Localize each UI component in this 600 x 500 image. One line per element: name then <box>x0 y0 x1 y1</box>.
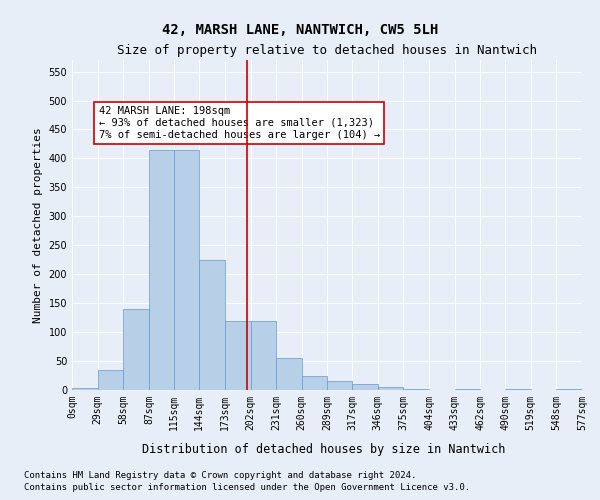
Bar <box>352 384 378 390</box>
Bar <box>378 387 403 390</box>
Text: Contains public sector information licensed under the Open Government Licence v3: Contains public sector information licen… <box>24 484 470 492</box>
Bar <box>302 376 328 390</box>
Bar <box>225 320 251 390</box>
Bar <box>199 260 225 390</box>
Bar <box>403 389 429 390</box>
Title: Size of property relative to detached houses in Nantwich: Size of property relative to detached ho… <box>117 44 537 58</box>
Bar <box>251 320 276 390</box>
Bar <box>276 358 302 390</box>
Bar <box>72 388 98 390</box>
Text: Contains HM Land Registry data © Crown copyright and database right 2024.: Contains HM Land Registry data © Crown c… <box>24 471 416 480</box>
Bar <box>505 389 531 390</box>
Bar <box>98 370 123 390</box>
Bar <box>173 150 199 390</box>
Bar <box>556 389 582 390</box>
Bar <box>328 382 352 390</box>
Bar <box>149 150 173 390</box>
Text: 42 MARSH LANE: 198sqm
← 93% of detached houses are smaller (1,323)
7% of semi-de: 42 MARSH LANE: 198sqm ← 93% of detached … <box>98 106 380 140</box>
Text: Distribution of detached houses by size in Nantwich: Distribution of detached houses by size … <box>142 442 506 456</box>
Y-axis label: Number of detached properties: Number of detached properties <box>33 127 43 323</box>
Text: 42, MARSH LANE, NANTWICH, CW5 5LH: 42, MARSH LANE, NANTWICH, CW5 5LH <box>162 22 438 36</box>
Bar <box>123 309 149 390</box>
Bar <box>455 389 481 390</box>
